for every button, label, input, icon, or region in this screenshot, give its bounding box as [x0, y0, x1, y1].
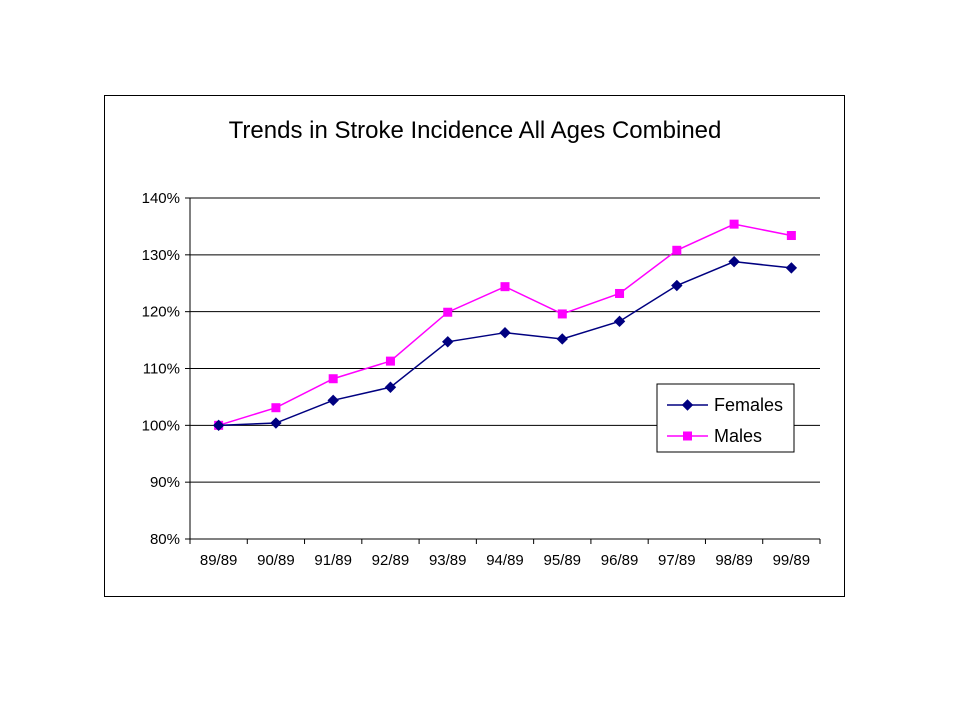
males-point [729, 219, 739, 229]
legend-label-males: Males [714, 426, 762, 446]
x-tick-label: 92/89 [372, 552, 410, 569]
females-point [499, 326, 511, 339]
y-tick-label: 110% [143, 361, 180, 378]
legend-marker-males [683, 431, 692, 441]
females-point [613, 315, 626, 328]
females-point [785, 262, 798, 274]
x-tick-label: 98/89 [715, 552, 753, 569]
x-tick-label: 90/89 [257, 552, 295, 569]
females-point [728, 255, 740, 268]
legend-label-females: Females [714, 395, 783, 415]
y-tick-label: 90% [150, 474, 180, 491]
legend-box [656, 383, 795, 453]
males-point [786, 231, 796, 241]
x-tick-label: 96/89 [601, 552, 639, 569]
males-point [385, 356, 395, 366]
y-tick-label: 80% [150, 531, 180, 548]
x-tick-label: 91/89 [314, 552, 352, 569]
line-chart: Trends in Stroke Incidence All Ages Comb… [142, 117, 821, 569]
females-point [556, 333, 568, 345]
x-tick-label: 89/89 [200, 552, 238, 569]
males-point [615, 288, 625, 298]
females-point [212, 419, 225, 432]
legend: Females Males [656, 383, 795, 453]
males-point [557, 309, 567, 319]
x-tick-label: 97/89 [658, 552, 696, 569]
chart-title: Trends in Stroke Incidence All Ages Comb… [229, 117, 722, 144]
females-point [442, 336, 454, 348]
axes: 140% 130% 120% 110% 100% 90% 80% 89/89 90/89 91/8… [142, 190, 821, 569]
x-tick-label: 99/89 [773, 552, 811, 569]
y-tick-label: 130% [142, 247, 180, 264]
y-tick-label: 120% [142, 304, 180, 321]
males-point [500, 282, 510, 292]
x-tick-label: 95/89 [543, 552, 581, 569]
gridlines [190, 197, 820, 540]
males-point [328, 374, 338, 384]
x-tick-label: 93/89 [429, 552, 467, 569]
females-point [327, 394, 339, 407]
males-point [672, 245, 682, 255]
males-point [443, 307, 453, 317]
legend-marker-females [681, 399, 694, 411]
males-point [271, 403, 281, 413]
y-tick-label: 100% [142, 417, 180, 434]
y-tick-label: 140% [142, 190, 180, 207]
females-point [671, 279, 683, 292]
females-point [384, 381, 397, 393]
females-point [270, 417, 282, 429]
series [212, 219, 798, 432]
x-tick-label: 94/89 [486, 552, 524, 569]
chart-frame: Trends in Stroke Incidence All Ages Comb… [104, 95, 845, 597]
